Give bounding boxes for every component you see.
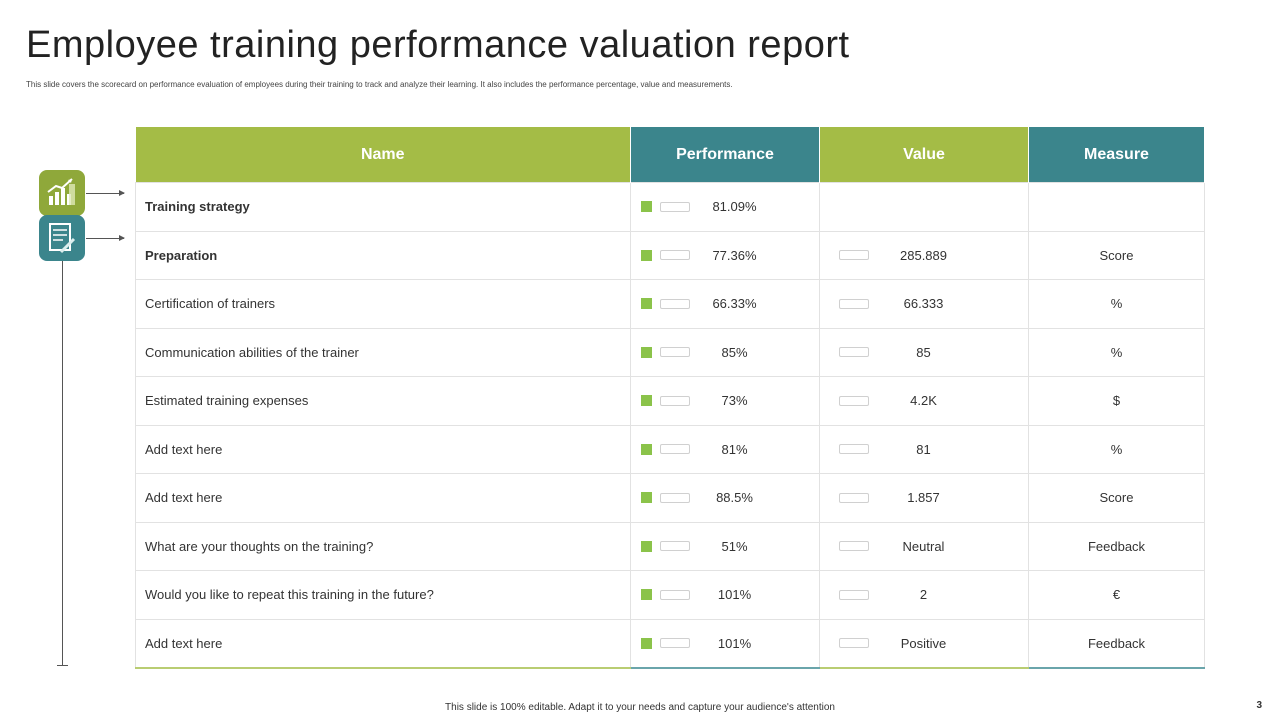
performance-bar	[660, 589, 690, 600]
row-measure: %	[1028, 327, 1205, 377]
row-value: 2	[919, 587, 928, 603]
row-value: 1.857	[907, 490, 940, 506]
performance-bar	[660, 492, 690, 503]
performance-bar	[660, 250, 690, 261]
performance-bar	[660, 638, 690, 649]
header-value: Value	[819, 127, 1029, 183]
table-row: Communication abilities of the trainer 85…	[135, 327, 1205, 377]
table-row: Would you like to repeat this training i…	[135, 570, 1205, 620]
table-row: Add text here 81% 81%	[135, 424, 1205, 474]
arrow-right-icon	[86, 190, 125, 196]
row-value: 81	[916, 441, 931, 457]
row-name: What are your thoughts on the training?	[135, 521, 631, 571]
row-performance: 51%	[721, 538, 748, 554]
table-row: Certification of trainers 66.33% 66.333%	[135, 279, 1205, 329]
timeline-line	[62, 258, 63, 666]
row-name: Training strategy	[135, 182, 631, 232]
row-performance: 101%	[717, 587, 752, 603]
performance-indicator-icon	[641, 589, 652, 601]
row-name: Add text here	[135, 424, 631, 474]
row-name: Communication abilities of the trainer	[135, 327, 631, 377]
table-row: Estimated training expenses 73% 4.2K $	[135, 376, 1205, 426]
row-performance: 81.09%	[712, 199, 757, 215]
performance-bar	[660, 298, 690, 309]
header-measure: Measure	[1028, 127, 1205, 183]
page-subtitle: This slide covers the scorecard on perfo…	[26, 80, 733, 89]
value-bar	[839, 589, 869, 600]
row-name: Add text here	[135, 473, 631, 523]
row-value: 285.889	[900, 247, 947, 263]
value-bar	[839, 638, 869, 649]
performance-bar	[660, 395, 690, 406]
arrow-right-icon	[86, 235, 125, 241]
row-measure	[1028, 182, 1205, 232]
row-measure: Feedback	[1028, 618, 1205, 669]
table-header-row: Name Performance Value Measure	[135, 127, 1205, 183]
table-row: Add text here 88.5% 1.857 Score	[135, 473, 1205, 523]
header-name: Name	[135, 127, 631, 183]
row-name: Preparation	[135, 230, 631, 280]
header-performance: Performance	[630, 127, 820, 183]
row-value: 85	[916, 344, 931, 360]
table-row: What are your thoughts on the training? 5…	[135, 521, 1205, 571]
row-measure: Score	[1028, 230, 1205, 280]
table-row: Preparation 77.36% 285.889 Score	[135, 230, 1205, 280]
row-value: 66.333	[903, 296, 944, 312]
performance-indicator-icon	[641, 298, 652, 310]
row-performance: 101%	[717, 635, 752, 651]
row-measure: €	[1028, 570, 1205, 620]
performance-indicator-icon	[641, 249, 652, 261]
performance-indicator-icon	[641, 395, 652, 407]
performance-indicator-icon	[641, 540, 652, 552]
row-performance: 85%	[721, 344, 748, 360]
value-bar	[839, 298, 869, 309]
performance-bar	[660, 201, 690, 212]
performance-indicator-icon	[641, 346, 652, 358]
row-name: Add text here	[135, 618, 631, 669]
value-bar	[839, 541, 869, 552]
value-bar	[839, 444, 869, 455]
performance-table: Name Performance Value Measure Training …	[135, 127, 1205, 669]
page-number: 3	[1256, 700, 1262, 711]
value-bar	[839, 395, 869, 406]
row-value: 4.2K	[910, 393, 937, 409]
performance-bar	[660, 541, 690, 552]
value-bar	[839, 347, 869, 358]
table-row: Add text here 101% Positive Feedback	[135, 618, 1205, 669]
row-measure: %	[1028, 279, 1205, 329]
row-performance: 81%	[721, 441, 748, 457]
checklist-pen-icon	[39, 215, 85, 261]
row-name: Certification of trainers	[135, 279, 631, 329]
table-row: Training strategy 81.09%	[135, 182, 1205, 232]
row-performance: 77.36%	[712, 247, 757, 263]
performance-indicator-icon	[641, 201, 652, 213]
footer-note: This slide is 100% editable. Adapt it to…	[445, 702, 835, 713]
page-title: Employee training performance valuation …	[26, 24, 850, 66]
row-name: Would you like to repeat this training i…	[135, 570, 631, 620]
timeline-end-tick	[57, 665, 68, 666]
value-bar	[839, 492, 869, 503]
value-bar	[839, 250, 869, 261]
performance-indicator-icon	[641, 443, 652, 455]
row-measure: Score	[1028, 473, 1205, 523]
growth-chart-icon	[39, 170, 85, 216]
row-name: Estimated training expenses	[135, 376, 631, 426]
performance-indicator-icon	[641, 492, 652, 504]
row-performance: 66.33%	[712, 296, 757, 312]
row-performance: 88.5%	[716, 490, 753, 506]
performance-bar	[660, 444, 690, 455]
row-value: Neutral	[902, 538, 945, 554]
performance-indicator-icon	[641, 637, 652, 649]
row-measure: Feedback	[1028, 521, 1205, 571]
row-performance: 73%	[721, 393, 748, 409]
row-measure: %	[1028, 424, 1205, 474]
performance-bar	[660, 347, 690, 358]
row-value: Positive	[900, 635, 947, 651]
row-measure: $	[1028, 376, 1205, 426]
